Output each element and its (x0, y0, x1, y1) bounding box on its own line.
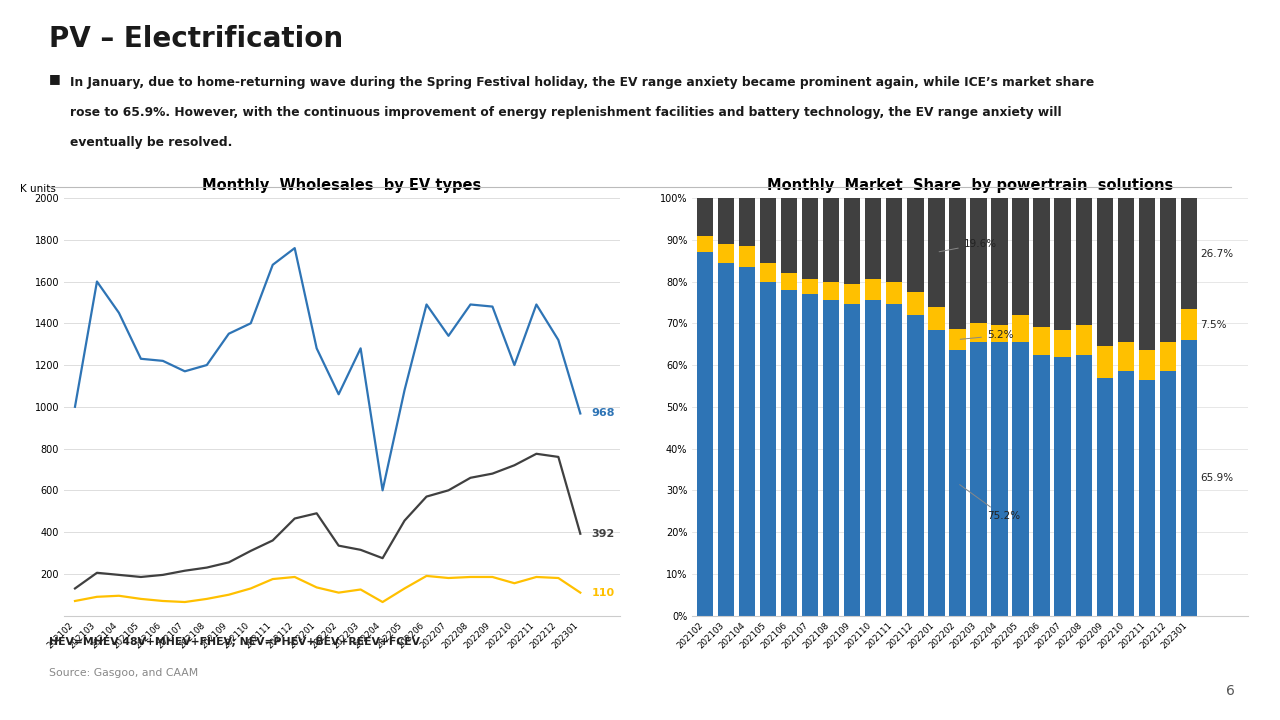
Bar (760, 263, 776, 282)
Bar (801, 279, 818, 294)
Bar (1033, 328, 1050, 355)
Bar (739, 246, 755, 267)
Bar (865, 198, 882, 279)
Text: K units: K units (19, 184, 55, 194)
Bar (1181, 309, 1197, 341)
Bar (991, 198, 1007, 325)
Bar (1075, 355, 1092, 616)
Bar (928, 198, 945, 307)
Text: 5.2%: 5.2% (960, 330, 1014, 341)
Bar (1097, 198, 1114, 346)
Bar (908, 292, 924, 315)
Bar (886, 198, 902, 282)
Text: 26.7%: 26.7% (1199, 248, 1233, 258)
Bar (1055, 330, 1071, 356)
Bar (1139, 351, 1155, 379)
Bar (970, 323, 987, 342)
Bar (950, 198, 965, 329)
Bar (1117, 372, 1134, 616)
Bar (1012, 342, 1029, 616)
Bar (718, 198, 733, 244)
Text: 968: 968 (591, 408, 614, 418)
Bar (1181, 341, 1197, 616)
Bar (908, 198, 924, 292)
Bar (823, 198, 840, 282)
Bar (865, 300, 882, 616)
Bar (886, 305, 902, 616)
Bar (718, 244, 733, 263)
Bar (844, 305, 860, 616)
Bar (1033, 355, 1050, 616)
Bar (970, 198, 987, 323)
Text: ■: ■ (49, 72, 60, 85)
Bar (950, 351, 965, 616)
Bar (1075, 198, 1092, 325)
Bar (781, 290, 797, 616)
Bar (1160, 372, 1176, 616)
Bar (801, 294, 818, 616)
Text: 75.2%: 75.2% (960, 485, 1020, 521)
Text: eventually be resolved.: eventually be resolved. (70, 136, 233, 149)
Bar (1117, 198, 1134, 342)
Bar (1055, 356, 1071, 616)
Bar (865, 279, 882, 300)
Text: rose to 65.9%. However, with the continuous improvement of energy replenishment : rose to 65.9%. However, with the continu… (70, 106, 1062, 119)
Bar (1117, 342, 1134, 372)
Bar (1181, 198, 1197, 309)
Text: HEV=MHEV 48V+MHEV+FHEV; NEV=PHEV+BEV+REEV+FCEV: HEV=MHEV 48V+MHEV+FHEV; NEV=PHEV+BEV+REE… (49, 637, 420, 647)
Bar (1055, 198, 1071, 330)
Bar (801, 198, 818, 279)
Bar (908, 315, 924, 616)
Bar (696, 252, 713, 616)
Bar (696, 198, 713, 235)
Bar (1097, 346, 1114, 377)
Bar (1139, 379, 1155, 616)
Bar (781, 273, 797, 290)
Bar (928, 307, 945, 330)
Text: In January, due to home-returning wave during the Spring Festival holiday, the E: In January, due to home-returning wave d… (70, 76, 1094, 89)
Text: PV – Electrification: PV – Electrification (49, 25, 343, 53)
Bar (760, 198, 776, 263)
Bar (1075, 325, 1092, 355)
Bar (1160, 198, 1176, 342)
Bar (781, 198, 797, 273)
Bar (844, 198, 860, 284)
Text: 6: 6 (1226, 685, 1235, 698)
Bar (1012, 198, 1029, 315)
Bar (823, 282, 840, 300)
Bar (823, 300, 840, 616)
Bar (970, 342, 987, 616)
Bar (1139, 198, 1155, 351)
Bar (991, 325, 1007, 342)
Bar (696, 235, 713, 252)
Text: Source: Gasgoo, and CAAM: Source: Gasgoo, and CAAM (49, 668, 198, 678)
Bar (950, 329, 965, 351)
Bar (718, 263, 733, 616)
Text: 19.6%: 19.6% (940, 239, 997, 252)
Text: 110: 110 (591, 588, 614, 598)
Bar (886, 282, 902, 305)
Bar (1160, 342, 1176, 372)
Text: 7.5%: 7.5% (1199, 320, 1226, 330)
Bar (844, 284, 860, 305)
Title: Monthly  Market  Share  by powertrain  solutions: Monthly Market Share by powertrain solut… (767, 178, 1174, 193)
Text: 65.9%: 65.9% (1199, 473, 1233, 483)
Bar (991, 342, 1007, 616)
Bar (1097, 377, 1114, 616)
Bar (760, 282, 776, 616)
Text: 392: 392 (591, 528, 614, 539)
Title: Monthly  Wholesales  by EV types: Monthly Wholesales by EV types (202, 178, 481, 193)
Bar (739, 267, 755, 616)
Bar (1033, 198, 1050, 328)
Bar (739, 198, 755, 246)
Bar (928, 330, 945, 616)
Bar (1012, 315, 1029, 342)
